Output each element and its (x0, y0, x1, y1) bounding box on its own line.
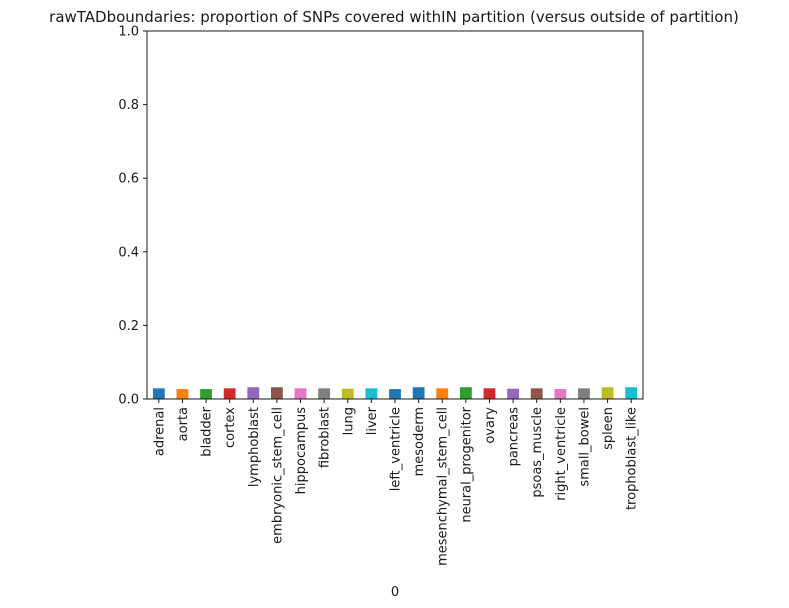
x-tick-label: lymphoblast (247, 407, 262, 487)
x-tick-label: small_bowel (577, 407, 592, 487)
x-tick-label: bladder (200, 406, 215, 456)
bar (271, 387, 283, 399)
y-axis: 0.0 0.2 0.4 0.6 0.8 1.0 (118, 25, 147, 408)
bar (483, 388, 496, 399)
y-tick-label: 0.6 (118, 172, 139, 187)
bar (436, 388, 449, 399)
bar (554, 389, 567, 399)
y-tick-label: 0.8 (118, 98, 139, 113)
x-tick-label: spleen (601, 407, 616, 450)
bar (200, 389, 212, 399)
x-tick-label: left_ventricle (389, 407, 404, 491)
x-tick-label: trophoblast_like (625, 407, 640, 510)
bar (601, 387, 614, 399)
y-tick-label: 0.2 (118, 319, 139, 334)
bar (625, 387, 638, 399)
bar (341, 388, 354, 399)
x-tick-label: aorta (176, 407, 191, 441)
bar (530, 388, 543, 399)
bar (294, 388, 307, 399)
x-tick-label: hippocampus (294, 407, 309, 495)
x-axis-label: 0 (391, 585, 399, 600)
x-tick-label: fibroblast (318, 407, 333, 468)
chart-title: rawTADboundaries: proportion of SNPs cov… (49, 8, 739, 26)
y-tick-label: 0.4 (118, 245, 139, 260)
x-tick-label: ovary (483, 407, 498, 444)
bar (247, 387, 260, 399)
x-tick-label: cortex (223, 407, 238, 448)
bar (176, 389, 189, 399)
x-tick-label: psoas_muscle (530, 407, 545, 498)
x-tick-label: mesenchymal_stem_cell (436, 407, 451, 566)
bar (365, 388, 378, 399)
x-tick-label: adrenal (152, 407, 167, 456)
bar (389, 389, 401, 399)
plot-frame (146, 30, 644, 400)
bar (578, 388, 590, 399)
bar (223, 388, 236, 399)
x-tick-label: right_ventricle (554, 407, 569, 501)
x-tick-label: embryonic_stem_cell (270, 407, 285, 544)
y-tick-label: 1.0 (118, 25, 139, 40)
x-tick-label: liver (365, 406, 380, 435)
x-tick-label: neural_progenitor (459, 406, 474, 522)
bar (152, 388, 165, 399)
bar (412, 387, 425, 399)
bar (459, 387, 472, 399)
bar-series (152, 387, 638, 399)
x-axis: adrenal aorta bladder cortex lymphoblast embr… (152, 399, 640, 566)
x-tick-label: mesoderm (412, 407, 427, 476)
bar (318, 388, 331, 399)
bar (507, 388, 519, 399)
x-tick-label: lung (341, 407, 356, 435)
x-tick-label: pancreas (507, 407, 522, 467)
y-tick-label: 0.0 (118, 393, 139, 408)
